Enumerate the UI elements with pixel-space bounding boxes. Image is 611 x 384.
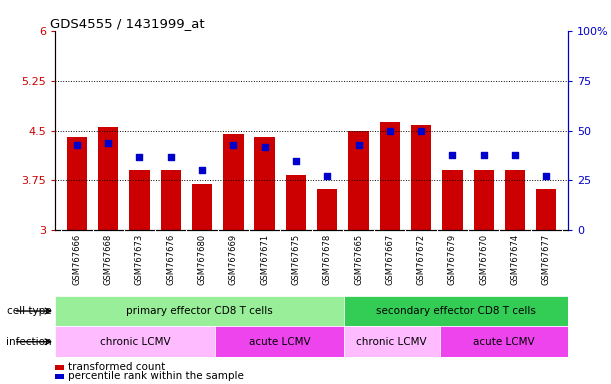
Bar xyxy=(317,189,337,230)
Bar xyxy=(440,326,568,357)
Text: GSM767670: GSM767670 xyxy=(479,233,488,285)
Text: GSM767672: GSM767672 xyxy=(417,233,426,285)
Text: infection: infection xyxy=(6,337,52,347)
Bar xyxy=(192,184,212,230)
Text: GSM767673: GSM767673 xyxy=(135,233,144,285)
Point xyxy=(541,174,551,180)
Text: chronic LCMV: chronic LCMV xyxy=(356,337,427,347)
Bar xyxy=(161,170,181,230)
Point xyxy=(354,141,364,147)
Text: acute LCMV: acute LCMV xyxy=(474,337,535,347)
Text: GSM767666: GSM767666 xyxy=(72,233,81,285)
Point xyxy=(416,127,426,134)
Bar xyxy=(216,326,343,357)
Text: GSM767665: GSM767665 xyxy=(354,233,363,285)
Text: GDS4555 / 1431999_at: GDS4555 / 1431999_at xyxy=(50,17,205,30)
Point xyxy=(103,139,113,146)
Point xyxy=(510,151,520,157)
Bar xyxy=(223,134,244,230)
Point xyxy=(323,174,332,180)
Bar xyxy=(379,122,400,230)
Point xyxy=(479,151,489,157)
Text: secondary effector CD8 T cells: secondary effector CD8 T cells xyxy=(376,306,536,316)
Point xyxy=(72,141,82,147)
Text: chronic LCMV: chronic LCMV xyxy=(100,337,170,347)
Bar xyxy=(55,374,64,379)
Point xyxy=(260,144,269,150)
Text: GSM767675: GSM767675 xyxy=(291,233,301,285)
Bar xyxy=(55,296,343,326)
Point xyxy=(197,167,207,174)
Text: GSM767680: GSM767680 xyxy=(197,233,207,285)
Bar xyxy=(474,170,494,230)
Bar xyxy=(98,127,119,230)
Text: percentile rank within the sample: percentile rank within the sample xyxy=(68,371,244,381)
Bar xyxy=(286,175,306,230)
Bar xyxy=(130,170,150,230)
Text: GSM767674: GSM767674 xyxy=(511,233,519,285)
Text: transformed count: transformed count xyxy=(68,362,165,372)
Text: GSM767671: GSM767671 xyxy=(260,233,269,285)
Bar xyxy=(55,365,64,369)
Point xyxy=(385,127,395,134)
Bar xyxy=(442,170,463,230)
Text: primary effector CD8 T cells: primary effector CD8 T cells xyxy=(126,306,273,316)
Point xyxy=(229,141,238,147)
Point xyxy=(134,154,144,160)
Bar xyxy=(343,296,568,326)
Text: GSM767669: GSM767669 xyxy=(229,233,238,285)
Text: GSM767679: GSM767679 xyxy=(448,233,457,285)
Bar xyxy=(505,170,525,230)
Point xyxy=(166,154,176,160)
Bar xyxy=(67,137,87,230)
Text: GSM767678: GSM767678 xyxy=(323,233,332,285)
Bar xyxy=(536,189,557,230)
Bar xyxy=(255,137,275,230)
Point xyxy=(447,151,457,157)
Point xyxy=(291,157,301,164)
Bar xyxy=(411,125,431,230)
Bar xyxy=(55,326,216,357)
Text: GSM767668: GSM767668 xyxy=(104,233,112,285)
Text: acute LCMV: acute LCMV xyxy=(249,337,310,347)
Text: GSM767667: GSM767667 xyxy=(386,233,394,285)
Bar xyxy=(343,326,440,357)
Text: GSM767676: GSM767676 xyxy=(166,233,175,285)
Text: GSM767677: GSM767677 xyxy=(542,233,551,285)
Bar xyxy=(348,131,368,230)
Text: cell type: cell type xyxy=(7,306,52,316)
